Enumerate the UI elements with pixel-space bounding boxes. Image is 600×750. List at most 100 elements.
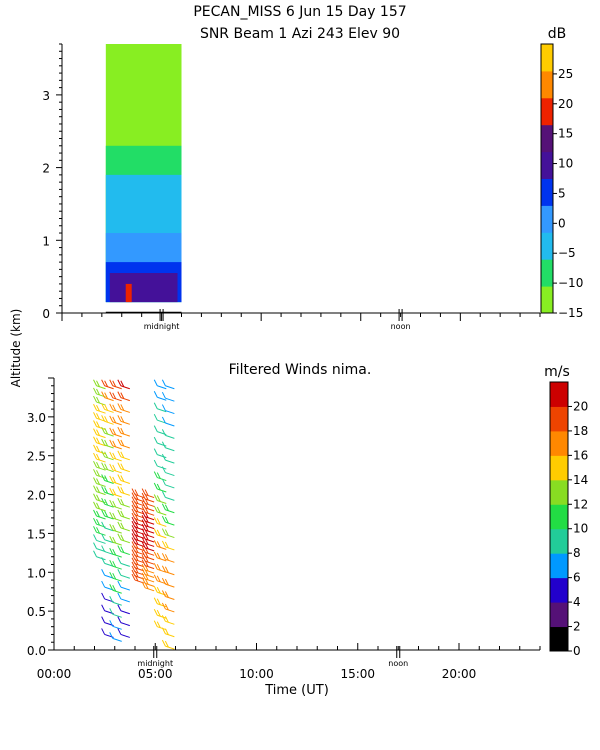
wind-barb-flag: [109, 596, 114, 603]
wind-barb-flag: [96, 396, 100, 404]
wind-barb-shaft: [96, 426, 106, 430]
wind-barb-flag: [93, 493, 97, 500]
wind-barb-shaft: [120, 503, 130, 508]
wind-barb-flag: [164, 541, 169, 549]
wind-barb-flag: [161, 503, 166, 510]
wind-barb-flag: [153, 391, 158, 398]
wind-barb-flag: [104, 427, 109, 435]
wind-barb-flag: [117, 438, 122, 446]
wind-barb-shaft: [112, 505, 122, 510]
wind-barb-shaft: [134, 494, 145, 499]
wind-barb-shaft: [157, 396, 167, 401]
wind-barb: [109, 571, 122, 582]
wind-barb-flag: [131, 512, 136, 520]
wind-barb: [109, 439, 122, 450]
wind-barb: [101, 403, 114, 413]
wind-barb: [153, 402, 167, 413]
wind-barb-flag: [131, 520, 136, 528]
wind-barb-shaft: [144, 569, 155, 574]
wind-barb-flag: [164, 504, 169, 511]
wind-barb: [117, 474, 130, 484]
wind-barb-shaft: [144, 542, 155, 547]
snr-layer: [109, 273, 178, 303]
wind-barb-shaft: [104, 444, 114, 449]
wind-barb: [117, 462, 130, 473]
wind-barb-shaft: [96, 474, 106, 479]
wind-barb: [117, 604, 130, 615]
wind-barb-flag: [109, 391, 114, 399]
wind-barb-shaft: [112, 553, 122, 558]
wind-barb-flag: [164, 554, 169, 561]
wind-barb-flag: [104, 475, 109, 482]
wind-barb-flag: [153, 471, 158, 478]
wind-barb-shaft: [157, 408, 167, 413]
wind-barb-flag: [117, 474, 122, 481]
colorbar-segment: [550, 455, 568, 481]
wind-barb: [153, 517, 167, 527]
wind-barb: [117, 486, 130, 496]
time-marker-label: noon: [391, 322, 411, 331]
wind-barb-flag: [109, 475, 114, 483]
wind-barb-flag: [161, 590, 166, 597]
wind-barb: [109, 463, 122, 474]
wind-barb: [141, 488, 155, 499]
wind-barb-flag: [117, 403, 122, 410]
wind-barb-flag: [141, 554, 146, 562]
wind-barb-shaft: [144, 582, 155, 587]
wind-barb: [153, 459, 167, 470]
wind-barb-flag: [131, 524, 136, 532]
wind-barb-shaft: [134, 563, 145, 568]
wind-barb-shaft: [144, 538, 155, 543]
wind-barb-flag: [109, 427, 114, 435]
wind-barb-shaft: [120, 527, 130, 532]
wind-barb-flag: [156, 609, 161, 617]
colorbar-segment: [541, 259, 553, 287]
wind-barb-flag: [101, 462, 106, 469]
wind-barb-flag: [131, 565, 136, 573]
wind-barb: [117, 415, 130, 425]
wind-barb-shaft: [120, 598, 130, 603]
wind-barb-shaft: [120, 444, 130, 449]
winds-y-tick-label: 1.5: [27, 527, 46, 541]
wind-barb: [93, 485, 106, 496]
winds-x-tick-label: 20:00: [442, 667, 477, 681]
wind-barb-flag: [161, 478, 166, 486]
wind-barb-flag: [117, 462, 122, 469]
wind-barb-flag: [96, 445, 100, 453]
wind-barb: [101, 509, 114, 520]
wind-barb-flag: [96, 380, 100, 387]
wind-barb-flag: [101, 521, 106, 529]
wind-barb-shaft: [112, 469, 122, 474]
wind-barb-flag: [109, 487, 114, 495]
wind-barb: [93, 420, 106, 430]
wind-barb: [109, 475, 122, 486]
wind-barb-flag: [109, 547, 114, 555]
wind-barb-flag: [117, 509, 122, 517]
wind-barb-flag: [109, 451, 114, 459]
wind-barb-flag: [120, 475, 125, 482]
wind-barb-flag: [131, 573, 136, 581]
wind-barb-flag: [156, 587, 161, 594]
wind-barb-flag: [117, 521, 122, 529]
colorbar-segment: [541, 97, 553, 126]
wind-barb-flag: [141, 528, 146, 535]
snr-y-tick-label: 0: [42, 307, 50, 321]
wind-barb-shaft: [104, 385, 114, 390]
wind-barb-flag: [131, 529, 136, 536]
wind-barb-shaft: [104, 397, 114, 402]
wind-barb-flag: [120, 392, 125, 399]
colorbar-segment: [550, 528, 568, 554]
wind-barb: [101, 438, 114, 449]
wind-barb-flag: [141, 577, 146, 584]
wind-barb-shaft: [112, 421, 122, 426]
wind-barb: [117, 438, 130, 449]
wind-barb-flag: [96, 478, 100, 485]
wind-barb-flag: [153, 620, 158, 627]
wind-barb-flag: [112, 464, 117, 472]
wind-barb-shaft: [96, 515, 106, 520]
wind-barb-shaft: [104, 539, 114, 544]
wind-barb-flag: [93, 395, 97, 403]
wind-barb-flag: [96, 494, 100, 501]
colorbar-tick-label: 20: [573, 399, 588, 413]
wind-barb-flag: [93, 550, 97, 557]
